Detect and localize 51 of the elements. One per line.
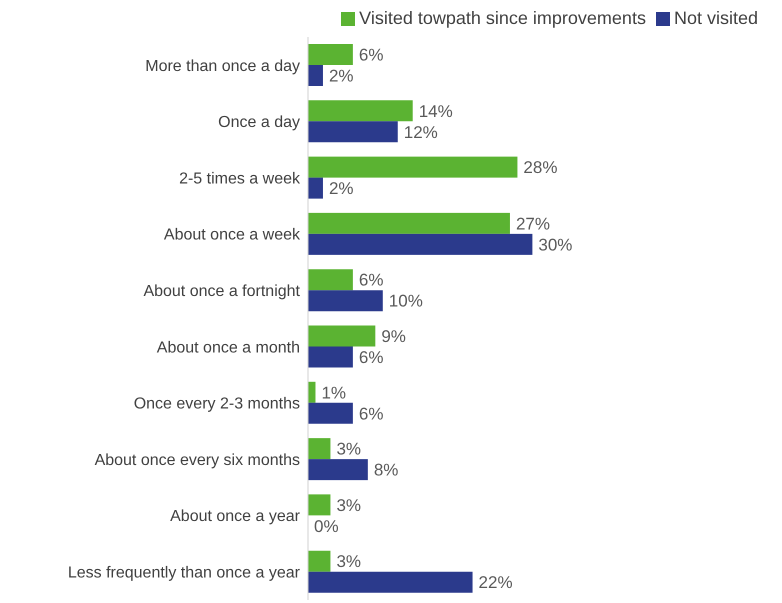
data-label: 6%: [358, 270, 384, 290]
bar: [308, 459, 368, 480]
bar: [308, 65, 323, 86]
data-label: 14%: [418, 102, 453, 121]
y-tick-label: About once every six months: [94, 452, 300, 469]
y-tick-label: More than once a day: [145, 58, 300, 75]
bar: [308, 550, 330, 572]
bar: [308, 100, 413, 122]
bar: [308, 494, 330, 516]
y-tick-label: About once a fortnight: [143, 283, 301, 300]
y-tick-label: About once a month: [156, 339, 300, 356]
data-label: 0%: [314, 516, 339, 536]
data-label: 6%: [358, 348, 384, 367]
data-label: 22%: [478, 573, 513, 592]
bar: [308, 326, 376, 346]
legend-label: Not visited: [674, 8, 758, 28]
y-tick-label: Once a day: [218, 114, 300, 132]
y-tick-label: About once a year: [170, 508, 301, 526]
data-label: 28%: [523, 158, 558, 178]
data-label: 9%: [381, 326, 406, 346]
bar: [308, 178, 323, 199]
data-label: 3%: [336, 440, 362, 459]
y-tick-label: Less frequently than once a year: [68, 564, 301, 582]
data-label: 1%: [321, 383, 346, 402]
bar: [308, 382, 316, 403]
bar: [308, 156, 518, 178]
bar: [308, 438, 330, 460]
legend-label: Visited towpath since improvements: [359, 8, 646, 28]
data-label: 2%: [328, 66, 354, 86]
bar: [308, 44, 353, 65]
bar: [308, 290, 383, 312]
data-label: 8%: [374, 460, 398, 480]
bar: [308, 121, 398, 142]
y-tick-label: Once every 2-3 months: [134, 396, 300, 413]
bar: [308, 402, 353, 424]
bar: [308, 572, 473, 593]
data-label: 6%: [358, 404, 384, 424]
bar: [308, 212, 510, 234]
data-label: 2%: [328, 179, 354, 198]
data-label: 30%: [538, 235, 572, 254]
data-label: 6%: [358, 45, 384, 64]
data-label: 3%: [336, 552, 362, 572]
y-tick-label: About once a week: [164, 226, 301, 244]
data-label: 27%: [516, 214, 550, 234]
data-label: 10%: [388, 292, 423, 311]
data-label: 3%: [336, 496, 362, 515]
data-label: 12%: [404, 122, 438, 142]
bar: [308, 346, 353, 368]
bar: [308, 269, 353, 290]
bar: [308, 234, 532, 255]
y-tick-label: 2-5 times a week: [179, 170, 301, 188]
